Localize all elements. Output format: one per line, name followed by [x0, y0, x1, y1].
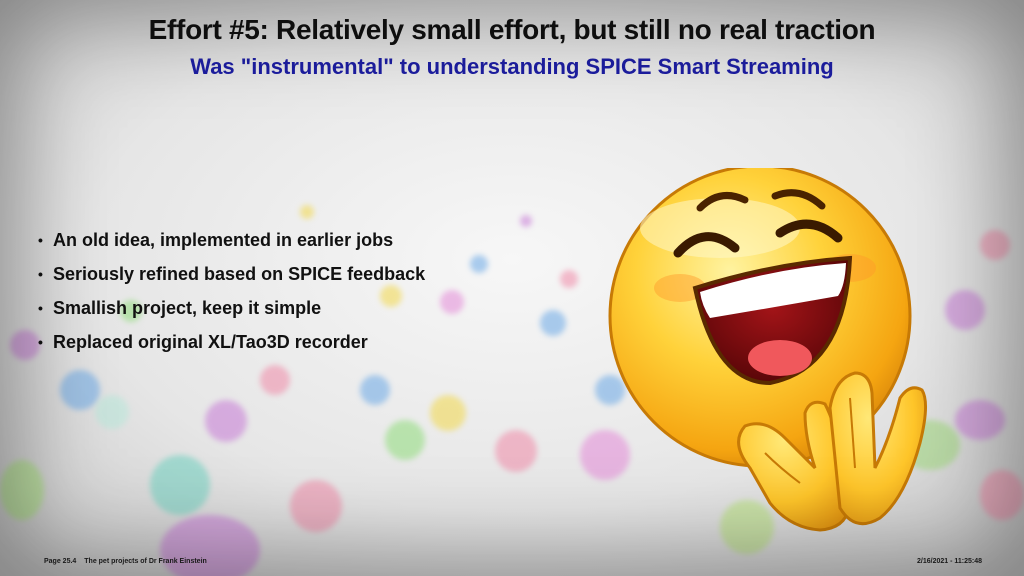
bullet-glyph: •	[38, 266, 43, 282]
bullet-item: • Seriously refined based on SPICE feedb…	[38, 262, 425, 296]
slide-title: Effort #5: Relatively small effort, but …	[148, 14, 876, 45]
bullet-glyph: •	[38, 232, 43, 248]
slide-subtitle: Was "instrumental" to understanding SPIC…	[190, 54, 834, 79]
bullet-text: Seriously refined based on SPICE feedbac…	[53, 264, 426, 284]
presentation-caption: The pet projects of Dr Frank Einstein	[84, 558, 207, 565]
bullet-glyph: •	[38, 300, 43, 316]
bullet-glyph: •	[38, 334, 43, 350]
bullet-text: Smallish project, keep it simple	[53, 298, 322, 318]
bullet-list: • An old idea, implemented in earlier jo…	[38, 228, 425, 364]
bullet-item: • Replaced original XL/Tao3D recorder	[38, 330, 425, 364]
bullet-item: • Smallish project, keep it simple	[38, 296, 425, 330]
page-number: Page 25.4	[44, 558, 77, 565]
footer-datetime: 2/16/2021 - 11:25:48	[917, 558, 982, 565]
bullet-text: An old idea, implemented in earlier jobs	[53, 230, 394, 250]
bullet-text: Replaced original XL/Tao3D recorder	[53, 332, 368, 352]
footer-left: Page 25.4 The pet projects of Dr Frank E…	[44, 558, 213, 565]
laughing-emoji-icon	[608, 168, 927, 532]
bullet-item: • An old idea, implemented in earlier jo…	[38, 228, 425, 262]
